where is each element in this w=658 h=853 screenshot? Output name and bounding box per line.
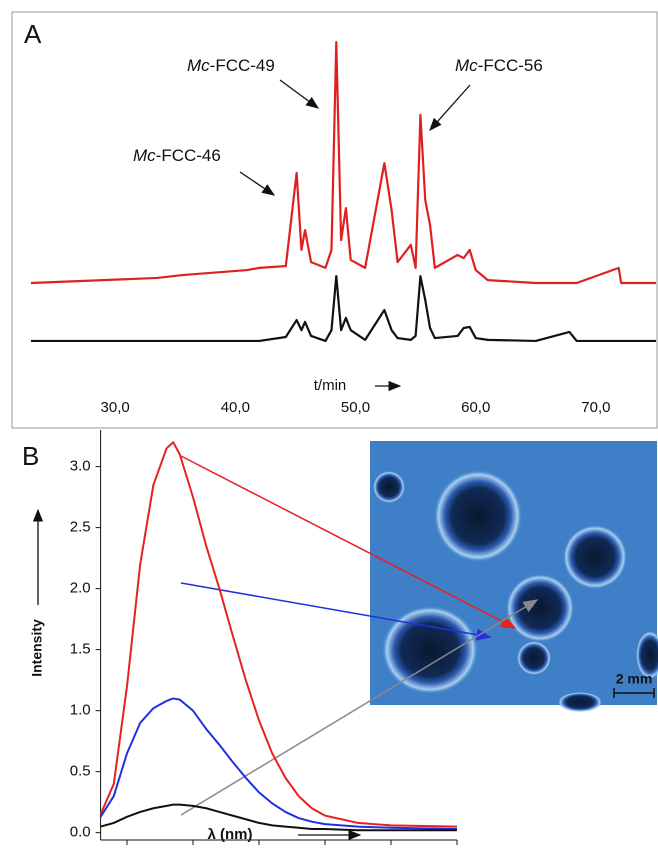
annotation-prefix: Mc <box>133 146 156 165</box>
photo-inset <box>370 441 658 712</box>
x-tick-label: 450 <box>180 851 205 853</box>
series-line <box>99 697 458 831</box>
y-axis-label: Intensity <box>29 619 45 677</box>
x-tick-label: 40,0 <box>221 399 250 416</box>
x-axis-label: t/min <box>314 377 347 394</box>
annotation-label: -FCC-56 <box>478 56 543 75</box>
x-tick-label: 30,0 <box>101 399 130 416</box>
annotation: Mc-FCC-56 <box>455 56 543 75</box>
series-line <box>30 41 656 285</box>
annotation-prefix: Mc <box>455 56 478 75</box>
annotation-prefix: Mc <box>187 56 210 75</box>
annotation: Mc-FCC-46 <box>133 146 221 165</box>
panel-a-frame <box>11 11 658 429</box>
series-line <box>99 441 458 828</box>
y-tick-label: 3.0 <box>70 458 91 475</box>
y-tick-label: 1.5 <box>70 641 91 658</box>
panel-label: B <box>22 441 39 471</box>
annotation-arrows <box>32 79 471 841</box>
x-tick-label: 600 <box>378 851 403 853</box>
x-tick-label: 60,0 <box>461 399 490 416</box>
x-tick-label: 70,0 <box>581 399 610 416</box>
x-tick-label: 50,0 <box>341 399 370 416</box>
x-tick-label: 550 <box>312 851 337 853</box>
y-tick-label: 0.0 <box>70 824 91 841</box>
x-tick-label: 650 <box>444 851 469 853</box>
x-axis-label: λ (nm) <box>208 826 253 843</box>
series-line <box>31 275 656 343</box>
y-tick-label: 0.5 <box>70 763 91 780</box>
annotation-label: -FCC-46 <box>156 146 221 165</box>
link-arrows <box>180 455 539 816</box>
y-tick-label: 2.0 <box>70 580 91 597</box>
annotation: Mc-FCC-49 <box>187 56 275 75</box>
panel-label: A <box>24 19 42 49</box>
y-tick-label: 1.0 <box>70 702 91 719</box>
x-tick-label: 400 <box>114 851 139 853</box>
x-tick-label: 500 <box>246 851 271 853</box>
y-tick-label: 2.5 <box>70 519 91 536</box>
scale-bar-label: 2 mm <box>616 671 653 687</box>
series-line <box>100 803 457 832</box>
annotation-label: -FCC-49 <box>210 56 275 75</box>
